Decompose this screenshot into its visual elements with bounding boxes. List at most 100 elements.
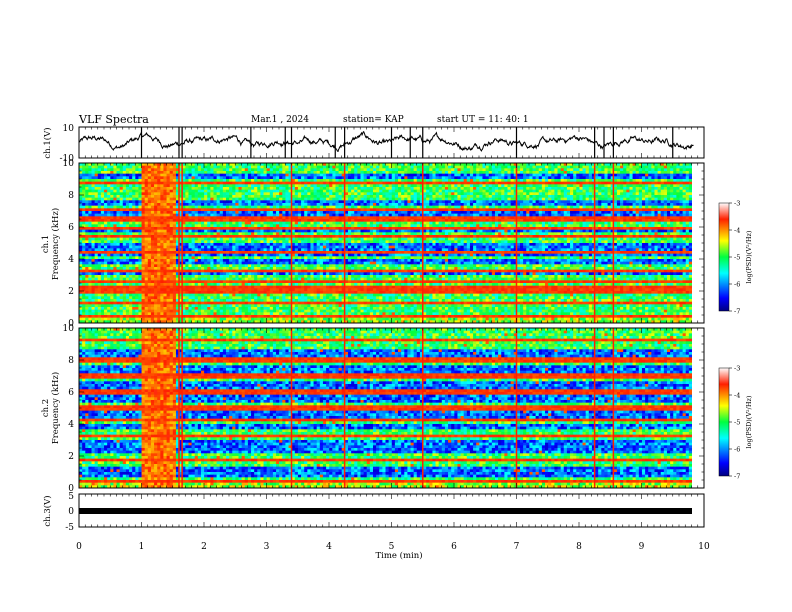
ch1-spec-cell	[226, 171, 230, 174]
ch1-spec-cell	[329, 171, 333, 174]
ch1-spec-cell	[229, 168, 233, 171]
ch1-spec-cell	[370, 182, 374, 185]
ch1-spec-cell	[414, 176, 418, 179]
ch1-spec-cell	[239, 179, 243, 182]
ch1-spec-cell	[251, 166, 255, 169]
ch1-spec-cell	[536, 166, 540, 169]
ch1-spec-cell	[248, 166, 252, 169]
ch1-spec-cell	[620, 174, 624, 177]
ch1-spec-cell	[307, 168, 311, 171]
ch1-spec-cell	[192, 168, 196, 171]
ch1-spec-cell	[260, 176, 264, 179]
ch1-spec-cell	[282, 166, 286, 169]
ch1-spec-cell	[470, 184, 474, 187]
ch1-spec-cell	[204, 168, 208, 171]
ch1-spec-cell	[523, 179, 527, 182]
ch1-spec-cell	[654, 168, 658, 171]
ch1-spec-cell	[142, 176, 146, 179]
ch1-spec-cell	[479, 182, 483, 185]
ch1-spec-cell	[551, 176, 555, 179]
ch1-spec-cell	[357, 179, 361, 182]
ch1-spec-cell	[270, 182, 274, 185]
ch1-spec-cell	[414, 171, 418, 174]
ch1-spec-cell	[670, 166, 674, 169]
ch1-spec-cell	[220, 184, 224, 187]
ch1-spec-cell	[479, 174, 483, 177]
ch1-spec-cell	[332, 182, 336, 185]
ch1-spec-cell	[264, 174, 268, 177]
ch1-spec-cell	[207, 179, 211, 182]
ch1-spec-cell	[661, 174, 665, 177]
ch1-spec-cell	[104, 168, 108, 171]
ch1-spec-cell	[629, 171, 633, 174]
ch1-spec-cell	[251, 168, 255, 171]
ch1-spec-cell	[595, 176, 599, 179]
ch1-spec-cell	[195, 168, 199, 171]
ch1-spec-cell	[323, 171, 327, 174]
ch1-spec-cell	[279, 174, 283, 177]
ch1-spec-cell	[564, 171, 568, 174]
ch1-spec-cell	[689, 182, 693, 185]
ch1-spec-cell	[254, 182, 258, 185]
ch1-spec-cell	[132, 168, 136, 171]
ch1-spec-cell	[304, 176, 308, 179]
ch1-spec-cell	[542, 166, 546, 169]
ch1-spec-cell	[683, 171, 687, 174]
ch1-spec-cell	[448, 184, 452, 187]
ch1-spec-cell	[389, 184, 393, 187]
ch1-spec-cell	[142, 174, 146, 177]
ch1-spec-cell	[626, 168, 630, 171]
ch1-spec-cell	[267, 179, 271, 182]
ch1-spec-cell	[536, 182, 540, 185]
ch1-spec-cell	[232, 166, 236, 169]
ch1-spec-cell	[561, 184, 565, 187]
ch1-spec-cell	[473, 176, 477, 179]
ch1-spec-cell	[586, 174, 590, 177]
ch1-spec-cell	[329, 174, 333, 177]
ch1-spec-cell	[295, 182, 299, 185]
ch1-spec-cell	[201, 176, 205, 179]
ch1-spec-cell	[304, 174, 308, 177]
ch1-spec-cell	[517, 171, 521, 174]
ch1-spec-cell	[542, 182, 546, 185]
ch1-spec-cell	[423, 174, 427, 177]
ch1-spec-cell	[529, 182, 533, 185]
ch1-spec-cell	[132, 174, 136, 177]
ch1-spec-cell	[486, 179, 490, 182]
ch1-spec-cell	[264, 171, 268, 174]
ch1-spec-cell	[138, 171, 142, 174]
ch1-spec-cell	[151, 168, 155, 171]
ch1-spec-cell	[554, 179, 558, 182]
ch1-spec-cell	[526, 182, 530, 185]
ch1-spec-cell	[185, 184, 189, 187]
ch1-spec-cell	[432, 171, 436, 174]
ch1-spec-cell	[107, 182, 111, 185]
ch1-spec-cell	[501, 171, 505, 174]
ch1-spec-cell	[467, 171, 471, 174]
ch1-spec-cell	[167, 182, 171, 185]
ch1-spec-cell	[570, 176, 574, 179]
ch1-spec-cell	[398, 176, 402, 179]
ch1-spec-cell	[411, 166, 415, 169]
ch1-spec-cell	[495, 171, 499, 174]
ch1-spec-cell	[217, 174, 221, 177]
ch1-spec-cell	[264, 184, 268, 187]
ch1-spec-cell	[532, 166, 536, 169]
ch1-spec-cell	[323, 179, 327, 182]
ch1-spec-cell	[85, 184, 89, 187]
ch1-spec-cell	[595, 168, 599, 171]
ch1-spec-cell	[138, 182, 142, 185]
ch1-spec-cell	[138, 174, 142, 177]
ch1-spec-cell	[576, 184, 580, 187]
ch1-spec-cell	[526, 174, 530, 177]
ch1-spec-cell	[648, 174, 652, 177]
ch1-spec-cell	[658, 168, 662, 171]
ch1-spec-cell	[335, 182, 339, 185]
ch1-spec-cell	[448, 166, 452, 169]
ch1-spec-cell	[220, 166, 224, 169]
ch1-spec-cell	[185, 168, 189, 171]
ch1-spec-cell	[295, 184, 299, 187]
ch1-spec-cell	[539, 184, 543, 187]
ch1-spec-cell	[360, 179, 364, 182]
ch1-spec-cell	[429, 171, 433, 174]
